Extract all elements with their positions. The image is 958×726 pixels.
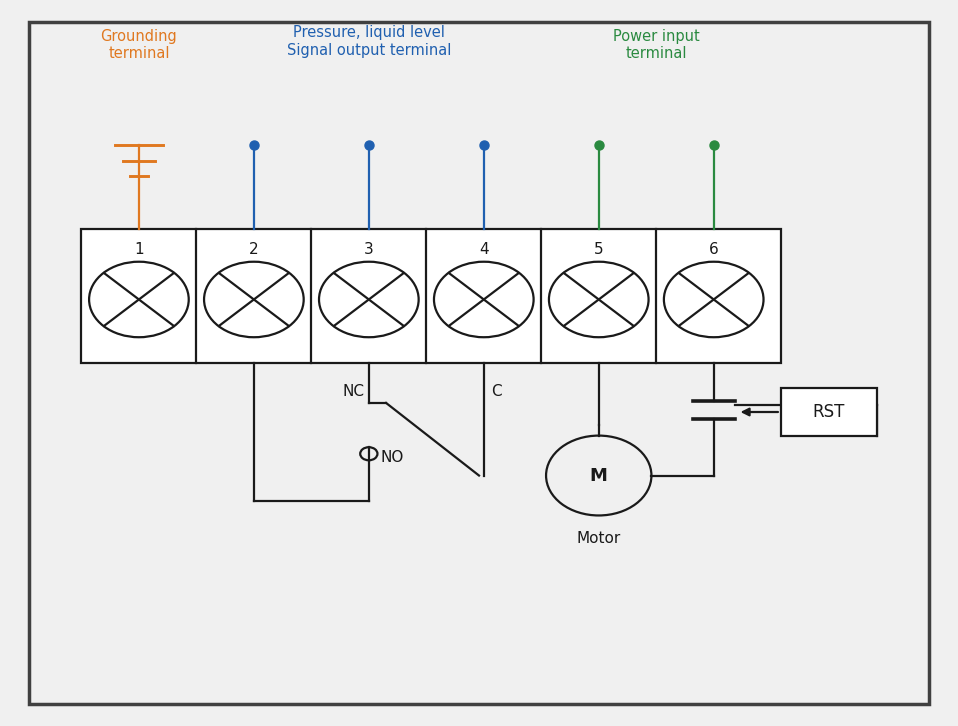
Text: Pressure, liquid level
Signal output terminal: Pressure, liquid level Signal output ter… <box>286 25 451 58</box>
Text: Motor: Motor <box>577 531 621 547</box>
Text: NC: NC <box>342 384 364 399</box>
Text: RST: RST <box>812 403 845 421</box>
Text: M: M <box>590 467 607 484</box>
Text: Grounding
terminal: Grounding terminal <box>101 29 177 62</box>
Text: NO: NO <box>380 450 403 465</box>
Text: 5: 5 <box>594 242 604 257</box>
Text: 1: 1 <box>134 242 144 257</box>
Text: 3: 3 <box>364 242 374 257</box>
Text: 2: 2 <box>249 242 259 257</box>
Text: 6: 6 <box>709 242 718 257</box>
Bar <box>81 229 781 363</box>
Bar <box>781 388 877 436</box>
Text: 4: 4 <box>479 242 489 257</box>
Text: Power input
terminal: Power input terminal <box>613 29 699 62</box>
Text: C: C <box>491 384 502 399</box>
